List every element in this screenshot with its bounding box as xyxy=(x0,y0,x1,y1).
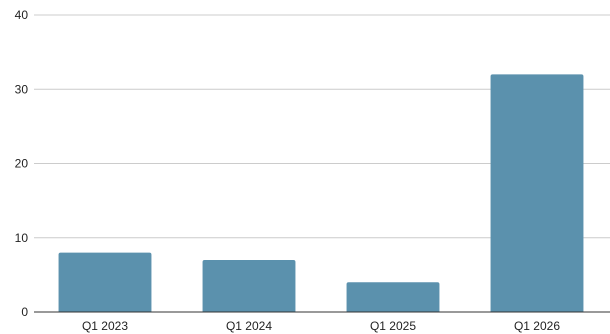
x-tick-label: Q1 2026 xyxy=(514,319,560,333)
bar-q1-2024 xyxy=(202,260,296,312)
x-tick-label: Q1 2023 xyxy=(82,319,128,333)
bars xyxy=(58,74,584,313)
y-tick-label: 40 xyxy=(15,8,29,22)
y-tick-labels: 0 10 20 30 40 xyxy=(15,8,29,319)
y-tick-label: 10 xyxy=(15,231,29,245)
x-tick-label: Q1 2024 xyxy=(226,319,272,333)
x-tick-labels: Q1 2023 Q1 2024 Q1 2025 Q1 2026 xyxy=(82,319,560,333)
x-tick-label: Q1 2025 xyxy=(370,319,416,333)
y-tick-label: 20 xyxy=(15,157,29,171)
bar-q1-2026 xyxy=(490,74,584,313)
y-tick-label: 0 xyxy=(21,305,28,319)
bar-q1-2025 xyxy=(346,282,440,312)
y-tick-label: 30 xyxy=(15,82,29,96)
bar-q1-2023 xyxy=(58,252,152,312)
